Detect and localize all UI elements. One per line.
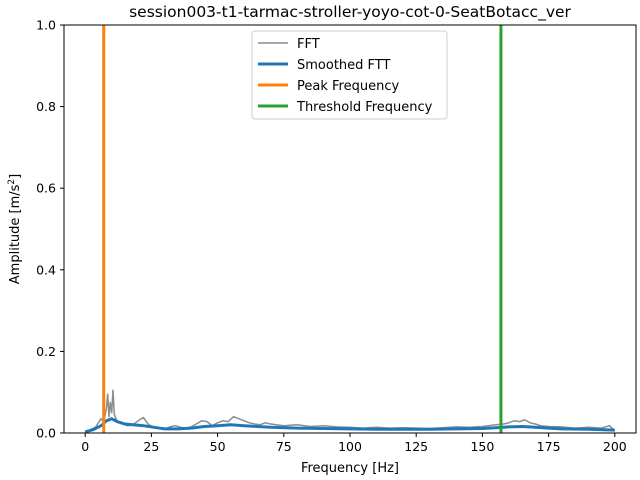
legend: FFT Smoothed FTT Peak Frequency Threshol… (251, 30, 448, 120)
y-tick-label: 1.0 (36, 18, 56, 33)
x-tick-label: 150 (470, 439, 494, 454)
series-fft-line (84, 389, 616, 433)
plot-area (84, 25, 616, 434)
legend-label-smoothed: Smoothed FTT (297, 58, 391, 73)
x-tick-label: 175 (537, 439, 561, 454)
legend-label-fft: FFT (297, 37, 320, 52)
x-tick-label: 0 (81, 439, 89, 454)
legend-label-peak: Peak Frequency (297, 79, 399, 94)
y-tick-label: 0.2 (36, 344, 56, 359)
y-axis-label-sup: 2 (7, 179, 17, 185)
x-tick-label: 25 (143, 439, 159, 454)
y-axis-label-end: ] (8, 174, 23, 179)
y-tick-label: 0.4 (36, 262, 56, 277)
x-tick-label: 125 (404, 439, 428, 454)
y-tick-label: 0.0 (36, 426, 56, 441)
x-tick-label: 75 (276, 439, 292, 454)
x-tick-label: 50 (210, 439, 226, 454)
y-tick-label: 0.6 (36, 181, 56, 196)
legend-box (251, 30, 448, 120)
x-axis-label: Frequency [Hz] (301, 461, 399, 476)
legend-label-threshold: Threshold Frequency (296, 100, 433, 115)
x-tick-label: 200 (603, 439, 627, 454)
series-smoothed-line (84, 417, 615, 434)
y-axis-label-main: Amplitude [m/s (8, 184, 23, 284)
chart-title: session003-t1-tarmac-stroller-yoyo-cot-0… (129, 3, 571, 22)
y-axis-ticks: 0.0 0.2 0.4 0.6 0.8 1.0 (36, 18, 64, 441)
x-tick-label: 100 (338, 439, 362, 454)
y-tick-label: 0.8 (36, 99, 56, 114)
x-axis-ticks: 0 25 50 75 100 125 150 175 200 (81, 433, 627, 454)
y-axis-label: Amplitude [m/s2] (7, 174, 23, 284)
